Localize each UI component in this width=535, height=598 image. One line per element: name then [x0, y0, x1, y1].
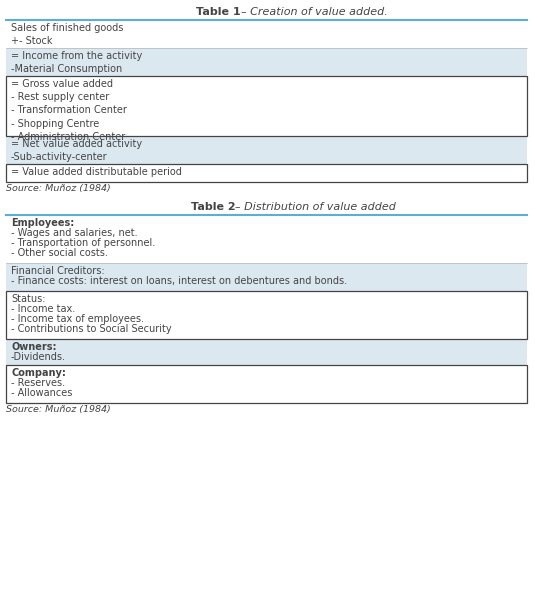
Bar	[6, 291, 527, 339]
Text: = Net value added activity
-Sub-activity-center: = Net value added activity -Sub-activity…	[11, 139, 142, 162]
Text: Table 2: Table 2	[190, 202, 235, 212]
Bar	[6, 136, 527, 164]
Bar	[6, 76, 527, 136]
Text: - Finance costs: interest on loans, interest on debentures and bonds.: - Finance costs: interest on loans, inte…	[11, 276, 347, 286]
Text: Sales of finished goods
+- Stock: Sales of finished goods +- Stock	[11, 23, 124, 46]
Text: - Contributions to Social Security: - Contributions to Social Security	[11, 324, 172, 334]
Text: Employees:: Employees:	[11, 218, 74, 228]
Text: Owners:: Owners:	[11, 342, 57, 352]
Bar	[6, 164, 527, 182]
Text: -Dividends.: -Dividends.	[11, 352, 66, 362]
Text: Company:: Company:	[11, 368, 66, 378]
Bar	[6, 365, 527, 403]
Text: Source: Muñoz (1984): Source: Muñoz (1984)	[6, 184, 111, 193]
Bar	[6, 365, 527, 403]
Bar	[6, 215, 527, 263]
Text: = Value added distributable period: = Value added distributable period	[11, 167, 182, 177]
Text: - Reserves.: - Reserves.	[11, 378, 65, 388]
Bar	[6, 291, 527, 339]
Text: - Transportation of personnel.: - Transportation of personnel.	[11, 238, 155, 248]
Text: = Gross value added
- Rest supply center
- Transformation Center
- Shopping Cent: = Gross value added - Rest supply center…	[11, 79, 127, 142]
Bar	[6, 263, 527, 291]
Bar	[6, 76, 527, 136]
Text: Table 1: Table 1	[196, 7, 241, 17]
Text: - Wages and salaries, net.: - Wages and salaries, net.	[11, 228, 137, 238]
Text: - Allowances: - Allowances	[11, 388, 72, 398]
Bar	[6, 339, 527, 365]
Text: Source: Muñoz (1984): Source: Muñoz (1984)	[6, 405, 111, 414]
Text: - Income tax.: - Income tax.	[11, 304, 75, 314]
Text: - Income tax of employees.: - Income tax of employees.	[11, 314, 144, 324]
Text: – Creation of value added.: – Creation of value added.	[241, 7, 388, 17]
Text: – Distribution of value added: – Distribution of value added	[235, 202, 396, 212]
Bar	[6, 20, 527, 48]
Bar	[6, 164, 527, 182]
Text: - Other social costs.: - Other social costs.	[11, 248, 108, 258]
Bar	[6, 48, 527, 76]
Text: = Income from the activity
-Material Consumption: = Income from the activity -Material Con…	[11, 51, 142, 74]
Text: Financial Creditors:: Financial Creditors:	[11, 266, 105, 276]
Text: Status:: Status:	[11, 294, 45, 304]
